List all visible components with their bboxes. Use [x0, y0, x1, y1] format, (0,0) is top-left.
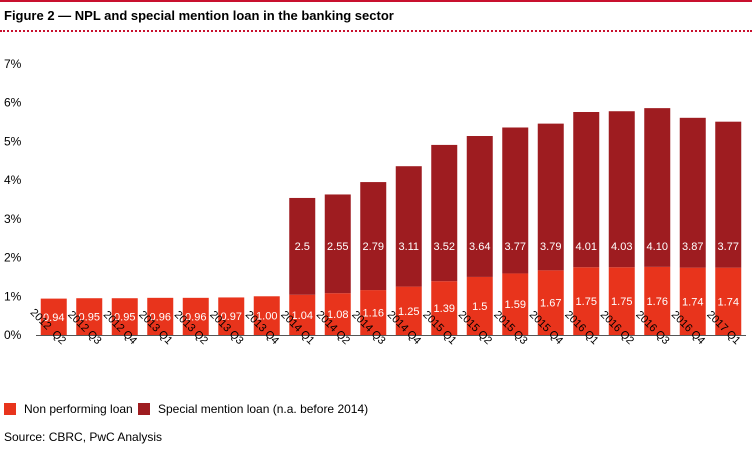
bar-sml: [289, 197, 316, 295]
legend-label-sml: Special mention loan (n.a. before 2014): [158, 402, 369, 416]
data-label-npl: 0.95: [79, 312, 100, 324]
bar-sml: [537, 123, 564, 271]
bar-sml: [502, 127, 529, 274]
data-label-npl: 1.67: [540, 298, 561, 310]
data-label-npl: 1.76: [647, 296, 668, 308]
data-label-npl: 1.5: [472, 301, 487, 313]
title-divider: [0, 30, 752, 32]
bar-npl: [76, 298, 103, 335]
bar-npl: [395, 286, 422, 335]
bar-npl: [253, 296, 280, 335]
data-label-sml: 4.01: [576, 241, 597, 253]
y-tick-label: 0%: [4, 328, 22, 342]
data-label-npl: 0.96: [185, 311, 206, 323]
y-tick-label: 4%: [4, 173, 22, 187]
data-label-sml: 3.11: [398, 241, 419, 253]
bar-npl: [537, 270, 564, 335]
bar-npl: [502, 273, 529, 335]
bar-npl: [324, 293, 351, 335]
data-label-npl: 1.04: [292, 310, 313, 322]
data-label-sml: 3.77: [505, 241, 526, 253]
bar-npl: [111, 298, 138, 335]
stacked-bar-chart: 0%1%2%3%4%5%6%7% 0.94 0.95 0.95 0.96 0.96 0.9…: [4, 57, 746, 347]
data-label-npl: 0.97: [221, 311, 242, 323]
bar-sml: [644, 108, 671, 267]
bar-npl: [360, 290, 387, 335]
data-label-sml: 3.52: [434, 241, 455, 253]
data-label-sml: 2.55: [327, 241, 348, 253]
data-label-sml: 3.77: [718, 241, 739, 253]
bar-sml: [466, 136, 493, 277]
bar-npl: [431, 281, 458, 335]
bar-npl: [715, 267, 742, 335]
y-tick-label: 7%: [4, 57, 22, 71]
bar-sml: [360, 182, 387, 291]
data-label-npl: 1.08: [327, 309, 348, 321]
data-label-sml: 3.87: [682, 241, 703, 253]
y-tick-label: 6%: [4, 96, 22, 110]
bar-npl: [644, 266, 671, 335]
bar-npl: [679, 267, 706, 335]
figure-title: Figure 2 — NPL and special mention loan …: [4, 8, 394, 23]
data-label-sml: 3.64: [469, 241, 490, 253]
bar-sml: [679, 117, 706, 268]
bar-sml: [324, 194, 351, 294]
data-label-sml: 2.5: [295, 241, 310, 253]
bar-sml: [395, 166, 422, 287]
legend-swatch-sml: [138, 403, 150, 415]
y-tick-label: 2%: [4, 251, 22, 265]
y-tick-label: 1%: [4, 289, 22, 303]
bar-npl: [573, 267, 600, 335]
bar-sml: [431, 144, 458, 282]
data-label-sml: 3.79: [540, 241, 561, 253]
data-label-sml: 4.03: [611, 241, 632, 253]
y-axis: 0% 1% 2% 3% 4% 5% 6% 7%: [4, 57, 22, 342]
bars: 0.94 0.95 0.95 0.96 0.96 0.97 1.00 1.04 2.5 1.08 2…: [40, 108, 742, 335]
data-label-npl: 1.75: [611, 296, 632, 308]
data-label-sml: 2.79: [363, 241, 384, 253]
legend-item-npl: Non performing loan: [4, 402, 133, 416]
data-label-npl: 1.16: [363, 308, 384, 320]
data-label-npl: 0.94: [43, 312, 64, 324]
legend-label-npl: Non performing loan: [24, 402, 133, 416]
data-label-npl: 1.74: [718, 296, 739, 308]
bar-sml: [608, 111, 635, 268]
data-label-npl: 1.00: [256, 311, 277, 323]
bar-npl: [218, 297, 245, 335]
data-label-npl: 0.96: [150, 311, 171, 323]
y-tick-label: 3%: [4, 212, 22, 226]
data-label-npl: 1.75: [576, 296, 597, 308]
data-label-sml: 4.10: [647, 241, 668, 253]
data-label-npl: 1.39: [434, 303, 455, 315]
source-note: Source: CBRC, PwC Analysis: [4, 430, 163, 444]
bar-npl: [289, 294, 316, 335]
data-label-npl: 0.95: [114, 312, 135, 324]
data-label-npl: 1.59: [505, 299, 526, 311]
legend-swatch-npl: [4, 403, 16, 415]
data-label-npl: 1.74: [682, 296, 703, 308]
bar-npl: [40, 298, 67, 335]
bar-npl: [608, 267, 635, 335]
bar-sml: [573, 112, 600, 268]
top-rule: [0, 0, 752, 2]
legend-item-sml: Special mention loan (n.a. before 2014): [138, 402, 368, 416]
data-label-npl: 1.25: [398, 306, 419, 318]
bar-npl: [147, 297, 174, 335]
y-tick-label: 5%: [4, 134, 22, 148]
bar-sml: [715, 121, 742, 268]
bar-npl: [466, 276, 493, 335]
bar-npl: [182, 297, 209, 335]
